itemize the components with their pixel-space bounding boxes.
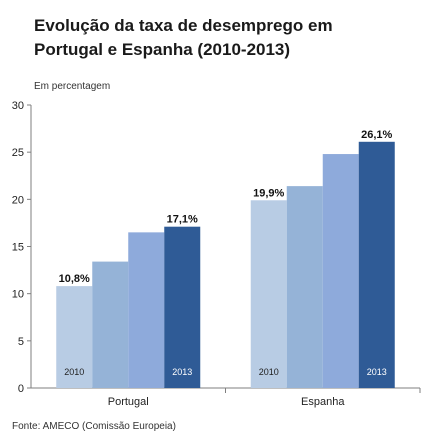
data-label: 10,8% [59, 273, 90, 285]
y-tick-label: 0 [18, 383, 24, 395]
bar-year-label: 2010 [259, 367, 279, 377]
data-label: 19,9% [253, 187, 284, 199]
bar-portugal-2011 [92, 261, 129, 388]
y-tick-label: 30 [12, 100, 24, 112]
data-label: 17,1% [167, 214, 198, 226]
bar-portugal-2010 [56, 286, 93, 388]
bar-espanha-2011 [286, 186, 323, 388]
y-tick-label: 25 [12, 147, 24, 159]
y-tick-label: 15 [12, 242, 24, 254]
chart-title-line-2: Portugal e Espanha (2010-2013) [34, 40, 291, 59]
bar-year-label: 2010 [64, 367, 84, 377]
bar-espanha-2012 [322, 154, 359, 388]
y-tick-label: 20 [12, 194, 24, 206]
bar-espanha-2010 [250, 200, 287, 388]
bar-portugal-2013 [164, 226, 201, 388]
chart-subtitle: Em percentagem [34, 81, 111, 92]
bar-portugal-2012 [128, 232, 165, 388]
x-category-label: Portugal [108, 396, 149, 408]
chart-title: Evolução da taxa de desemprego em Portug… [34, 14, 414, 62]
bar-year-label: 2013 [172, 367, 192, 377]
source-note: Fonte: AMECO (Comissão Europeia) [12, 421, 176, 432]
y-tick-label: 10 [12, 289, 24, 301]
bar-year-label: 2013 [367, 367, 387, 377]
data-label: 26,1% [361, 129, 392, 141]
x-category-label: Espanha [301, 396, 345, 408]
y-tick-label: 5 [18, 336, 24, 348]
chart-title-line-1: Evolução da taxa de desemprego em [34, 16, 333, 35]
bar-espanha-2013 [358, 141, 395, 388]
